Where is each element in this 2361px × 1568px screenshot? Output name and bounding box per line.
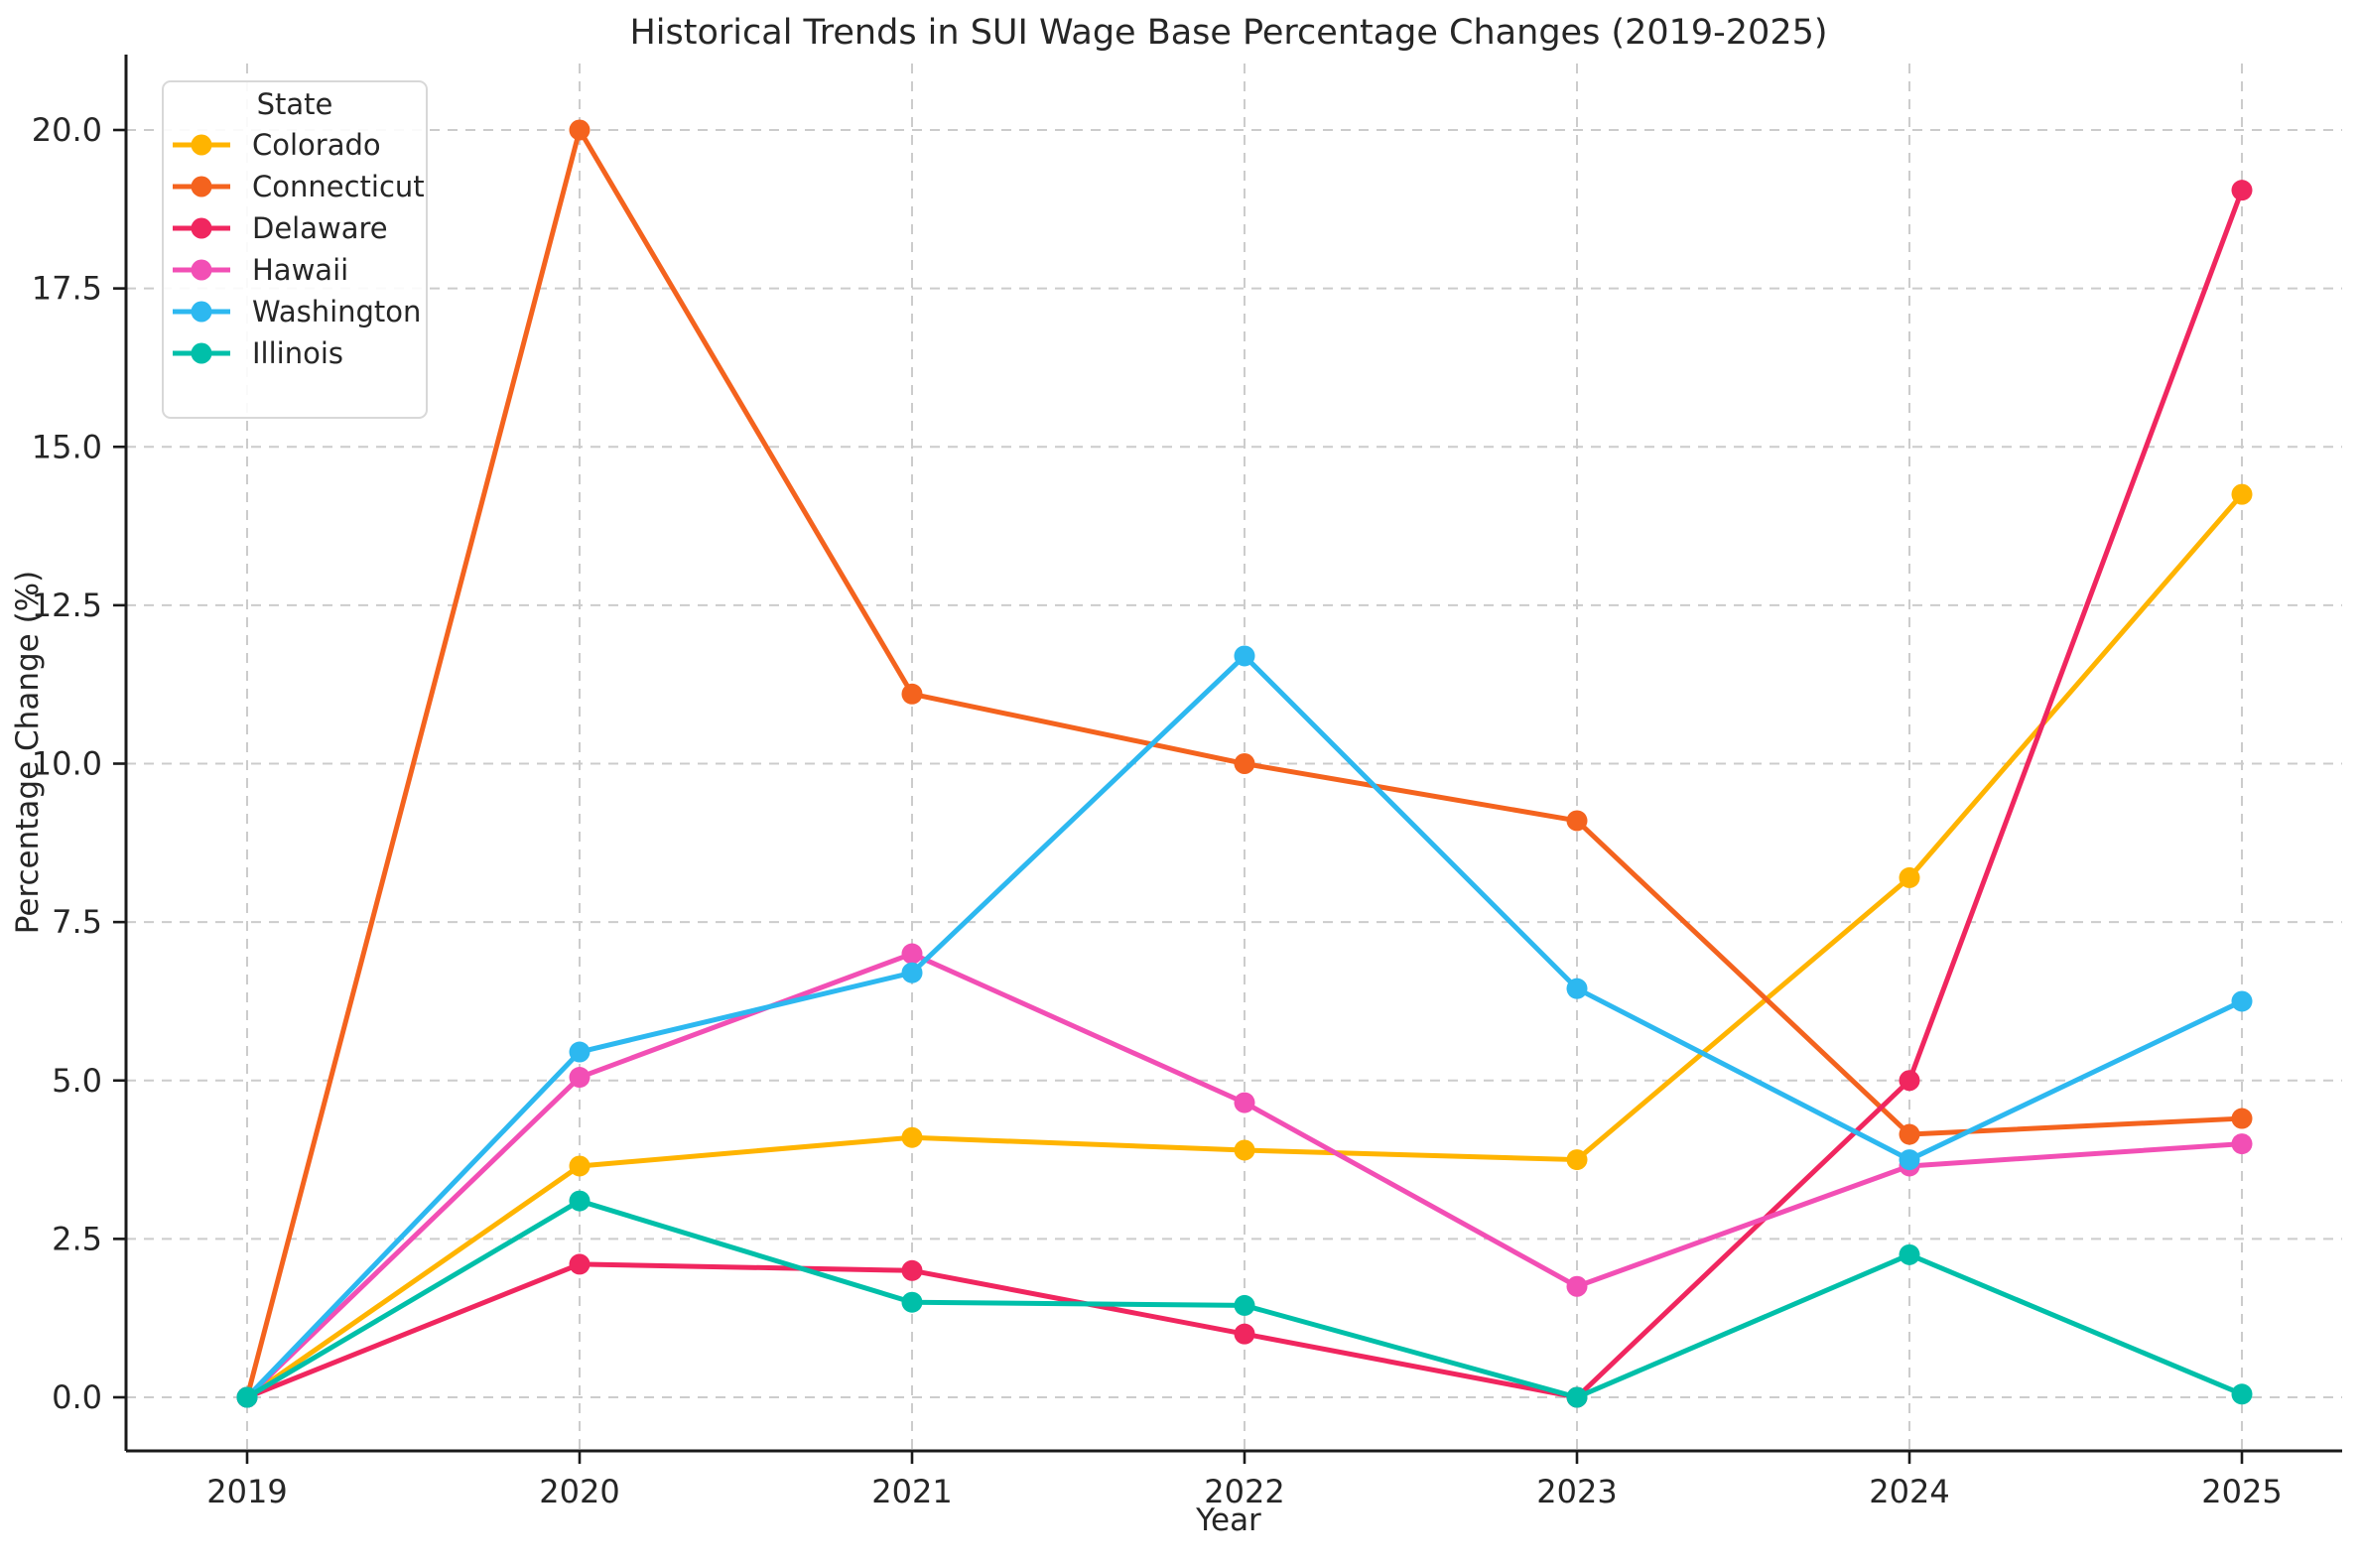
y-tick-label: 15.0	[32, 428, 102, 465]
legend-marker-dot	[191, 176, 212, 197]
data-point-colorado	[1566, 1149, 1588, 1171]
data-point-hawaii	[1234, 1092, 1255, 1113]
data-point-connecticut	[1566, 810, 1588, 832]
series-lines	[236, 119, 2253, 1408]
legend-item-illinois: Illinois	[173, 336, 343, 370]
data-point-delaware	[2231, 180, 2253, 201]
y-tick-label: 20.0	[32, 111, 102, 149]
chart-title: Historical Trends in SUI Wage Base Perce…	[629, 13, 1827, 53]
legend-item-colorado: Colorado	[173, 128, 381, 162]
data-point-hawaii	[901, 943, 923, 965]
x-tick-label: 2021	[871, 1473, 952, 1510]
data-point-washington	[569, 1041, 590, 1063]
y-tick-label: 5.0	[52, 1062, 102, 1100]
x-tick-label: 2023	[1536, 1473, 1617, 1510]
data-point-connecticut	[569, 119, 590, 141]
data-point-delaware	[1899, 1070, 1920, 1092]
y-tick-label: 0.0	[52, 1378, 102, 1416]
data-point-illinois	[236, 1386, 258, 1408]
series-connecticut	[236, 119, 2253, 1408]
y-tick-label: 2.5	[52, 1220, 102, 1257]
data-point-connecticut	[2231, 1108, 2253, 1129]
legend-title: State	[257, 87, 333, 121]
data-point-illinois	[569, 1190, 590, 1212]
y-tick-label: 7.5	[52, 903, 102, 941]
legend-marker-dot	[191, 259, 212, 281]
data-point-illinois	[901, 1291, 923, 1313]
legend-label: Colorado	[252, 128, 381, 162]
legend-marker-dot	[191, 134, 212, 156]
legend: State Colorado Connecticut Delaware Hawaii Wa…	[162, 80, 428, 419]
data-point-connecticut	[1234, 753, 1255, 774]
legend-item-washington: Washington	[173, 295, 421, 328]
data-point-connecticut	[1899, 1123, 1920, 1145]
gridlines	[126, 64, 2342, 1451]
data-point-illinois	[1899, 1243, 1920, 1265]
legend-item-delaware: Delaware	[173, 211, 388, 245]
legend-label: Illinois	[252, 336, 343, 370]
x-tick-label: 2025	[2201, 1473, 2282, 1510]
x-axis-label: Year	[1195, 1503, 1261, 1538]
axes: 0.0 2.5 5.0 7.5 10.0 12.5 15.0 17.5 20.0 2019 2020…	[32, 55, 2342, 1510]
data-point-washington	[1899, 1149, 1920, 1171]
data-point-delaware	[1234, 1323, 1255, 1345]
y-axis-label: Percentage Change (%)	[10, 571, 46, 934]
data-point-colorado	[901, 1126, 923, 1148]
data-point-colorado	[2231, 483, 2253, 505]
x-tick-label: 2020	[539, 1473, 619, 1510]
y-tick-label: 10.0	[32, 745, 102, 783]
data-point-washington	[2231, 990, 2253, 1012]
legend-box	[162, 80, 428, 419]
data-point-colorado	[1234, 1139, 1255, 1161]
x-tick-label: 2019	[206, 1473, 287, 1510]
data-point-colorado	[569, 1155, 590, 1177]
data-point-illinois	[2231, 1383, 2253, 1405]
data-point-hawaii	[569, 1067, 590, 1089]
legend-item-hawaii: Hawaii	[173, 253, 348, 287]
legend-label: Washington	[252, 295, 421, 328]
data-point-washington	[1566, 978, 1588, 999]
data-point-washington	[1234, 645, 1255, 667]
y-tick-label: 17.5	[32, 270, 102, 308]
x-tick-label: 2022	[1204, 1473, 1284, 1510]
data-point-delaware	[901, 1259, 923, 1281]
data-point-illinois	[1234, 1294, 1255, 1316]
series-illinois	[236, 1190, 2253, 1408]
legend-marker-dot	[191, 301, 212, 323]
data-point-connecticut	[901, 683, 923, 705]
legend-label: Hawaii	[252, 253, 348, 287]
legend-item-connecticut: Connecticut	[173, 170, 425, 203]
legend-marker-dot	[191, 217, 212, 239]
x-tick-label: 2024	[1869, 1473, 1949, 1510]
data-point-hawaii	[2231, 1133, 2253, 1155]
data-point-hawaii	[1566, 1275, 1588, 1297]
data-point-delaware	[569, 1253, 590, 1275]
data-point-washington	[901, 962, 923, 983]
series-delaware	[236, 180, 2253, 1408]
legend-label: Delaware	[252, 211, 388, 245]
legend-marker-dot	[191, 342, 212, 364]
legend-label: Connecticut	[252, 170, 425, 203]
series-washington	[236, 645, 2253, 1408]
data-point-illinois	[1566, 1386, 1588, 1408]
y-tick-label: 12.5	[32, 587, 102, 624]
data-point-colorado	[1899, 866, 1920, 888]
